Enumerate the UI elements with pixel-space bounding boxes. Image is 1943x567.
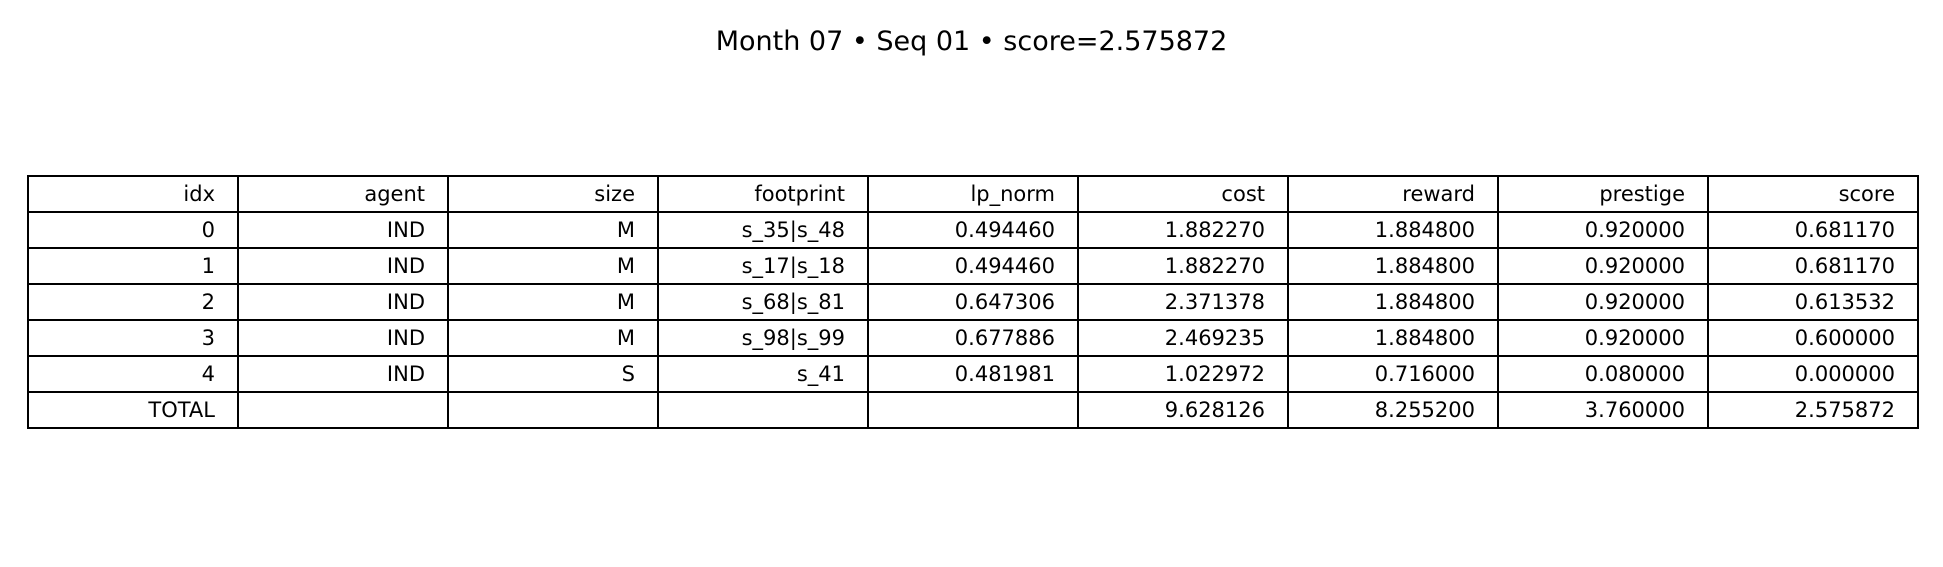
table-cell-agent: IND (237, 247, 449, 285)
table-cell-cost: 1.882270 (1077, 247, 1289, 285)
table-cell-agent: IND (237, 211, 449, 249)
table-cell-idx: 2 (27, 283, 239, 321)
table-cell-cost: 1.022972 (1077, 355, 1289, 393)
table-cell-lp-norm: 0.494460 (867, 211, 1079, 249)
table-cell-score: 0.000000 (1707, 355, 1919, 393)
table-cell-reward: 1.884800 (1287, 319, 1499, 357)
table-cell-score: 0.613532 (1707, 283, 1919, 321)
table-cell-prestige: 0.920000 (1497, 319, 1709, 357)
column-header-size: size (447, 175, 659, 213)
table-cell-cost: 1.882270 (1077, 211, 1289, 249)
table-cell-footprint (657, 391, 869, 429)
table-cell-score: 2.575872 (1707, 391, 1919, 429)
table-row-total: TOTAL 9.628126 8.255200 3.760000 2.575872 (27, 391, 1919, 429)
table-cell-reward: 1.884800 (1287, 247, 1499, 285)
column-header-cost: cost (1077, 175, 1289, 213)
table-cell-prestige: 0.920000 (1497, 247, 1709, 285)
table-cell-idx: 4 (27, 355, 239, 393)
table-cell-prestige: 0.920000 (1497, 211, 1709, 249)
table-cell-size: M (447, 319, 659, 357)
table-cell-cost: 2.469235 (1077, 319, 1289, 357)
table-cell-lp-norm: 0.494460 (867, 247, 1079, 285)
table-cell-size: M (447, 283, 659, 321)
table-cell-agent: IND (237, 283, 449, 321)
table-cell-size: M (447, 247, 659, 285)
table-cell-size: S (447, 355, 659, 393)
table-cell-lp-norm: 0.677886 (867, 319, 1079, 357)
table-cell-idx: 3 (27, 319, 239, 357)
table-cell-reward: 8.255200 (1287, 391, 1499, 429)
table-cell-score: 0.681170 (1707, 211, 1919, 249)
table-cell-size (447, 391, 659, 429)
table-cell-idx: TOTAL (27, 391, 239, 429)
table-cell-footprint: s_41 (657, 355, 869, 393)
table-cell-score: 0.600000 (1707, 319, 1919, 357)
table-cell-lp-norm: 0.647306 (867, 283, 1079, 321)
table-cell-prestige: 3.760000 (1497, 391, 1709, 429)
table-cell-lp-norm (867, 391, 1079, 429)
table-cell-agent (237, 391, 449, 429)
chart-title: Month 07 • Seq 01 • score=2.575872 (715, 26, 1228, 57)
results-table: idx agent size footprint lp_norm cost re… (27, 175, 1919, 429)
column-header-agent: agent (237, 175, 449, 213)
table-cell-score: 0.681170 (1707, 247, 1919, 285)
table-cell-footprint: s_17|s_18 (657, 247, 869, 285)
table-cell-prestige: 0.920000 (1497, 283, 1709, 321)
column-header-prestige: prestige (1497, 175, 1709, 213)
table-cell-idx: 1 (27, 247, 239, 285)
table-cell-reward: 1.884800 (1287, 283, 1499, 321)
table-header-row: idx agent size footprint lp_norm cost re… (27, 175, 1919, 213)
table-cell-agent: IND (237, 355, 449, 393)
table-cell-size: M (447, 211, 659, 249)
table-cell-cost: 9.628126 (1077, 391, 1289, 429)
table-cell-idx: 0 (27, 211, 239, 249)
column-header-idx: idx (27, 175, 239, 213)
column-header-score: score (1707, 175, 1919, 213)
table-cell-cost: 2.371378 (1077, 283, 1289, 321)
table-cell-lp-norm: 0.481981 (867, 355, 1079, 393)
column-header-footprint: footprint (657, 175, 869, 213)
table-cell-agent: IND (237, 319, 449, 357)
results-table-container: idx agent size footprint lp_norm cost re… (27, 175, 1919, 429)
table-cell-footprint: s_98|s_99 (657, 319, 869, 357)
table-cell-reward: 1.884800 (1287, 211, 1499, 249)
table-cell-footprint: s_35|s_48 (657, 211, 869, 249)
table-cell-footprint: s_68|s_81 (657, 283, 869, 321)
column-header-lp-norm: lp_norm (867, 175, 1079, 213)
table-cell-reward: 0.716000 (1287, 355, 1499, 393)
table-cell-prestige: 0.080000 (1497, 355, 1709, 393)
column-header-reward: reward (1287, 175, 1499, 213)
